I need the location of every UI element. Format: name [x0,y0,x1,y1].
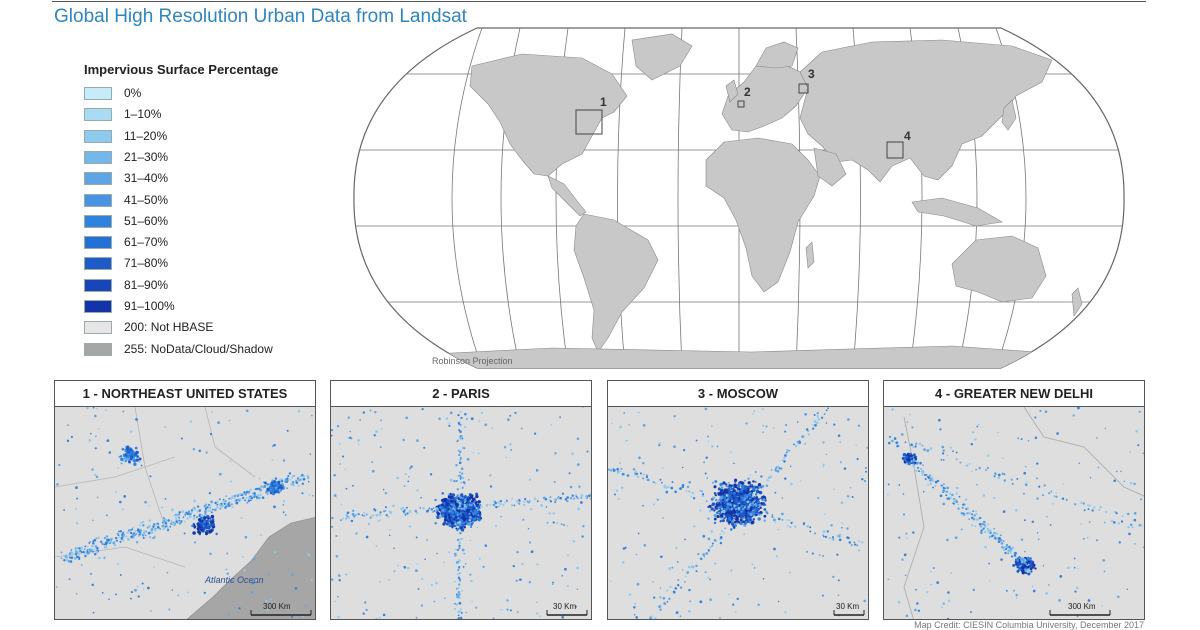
africa [705,137,821,293]
urban-pixels [331,407,591,619]
legend-item: 31–40% [84,171,324,187]
scale-label: 30 Km [836,602,859,611]
indonesia [911,197,1003,227]
legend-swatch [84,129,112,143]
atlantic-ocean [186,517,315,619]
region-label-3: 3 [808,67,815,81]
inset-moscow: 3 - MOSCOW 30 Km [607,380,869,620]
legend-title: Impervious Surface Percentage [84,62,279,77]
legend-swatch [84,278,112,292]
urban-pixels [55,407,315,619]
inset-paris: 2 - PARIS 30 Km [330,380,592,620]
legend-swatch [84,342,112,356]
inset-northeast-us: 1 - NORTHEAST UNITED STATES Atlantic Oce… [54,380,316,620]
region-box-3[interactable] [798,83,809,94]
north-america [469,53,628,177]
legend-item: 1–10% [84,107,324,123]
legend-swatch [84,150,112,164]
inset-title: 4 - GREATER NEW DELHI [884,381,1144,407]
inset-map: 30 Km [331,407,591,619]
projection-label: Robinson Projection [432,356,513,366]
ocean-label: Atlantic Ocean [204,575,264,585]
legend-item: 81–90% [84,278,324,294]
scale-bar: 30 Km [546,602,588,616]
scale-bar: 300 Km [250,602,312,616]
british-isles [725,79,739,103]
legend-label: 200: Not HBASE [124,320,214,335]
inset-map: Atlantic Ocean 300 Km [55,407,315,619]
top-rule [52,1,1146,2]
legend-label: 21–30% [124,149,169,164]
legend-item: 51–60% [84,214,324,230]
urban-pixels [608,407,868,619]
legend-label: 31–40% [124,171,169,186]
legend-item: 91–100% [84,299,324,315]
legend-item: 41–50% [84,193,324,209]
region-box-4[interactable] [886,141,904,159]
legend-label: 81–90% [124,277,169,292]
legend-label: 61–70% [124,235,169,250]
south-america [573,213,659,353]
legend-item: 200: Not HBASE [84,320,324,336]
region-label-1: 1 [600,95,607,109]
central-america [547,175,587,217]
inset-map: 300 Km [884,407,1144,619]
inset-map: 30 Km [608,407,868,619]
scandinavia [755,41,799,69]
asia [799,39,1053,183]
legend-swatch [84,257,112,271]
map-credit: Map Credit: CIESIN Columbia University, … [914,620,1144,630]
region-label-4: 4 [904,129,911,143]
scale-bar: 30 Km [833,602,865,616]
region-box-1[interactable] [575,109,603,135]
madagascar [805,241,815,269]
legend-swatch [84,172,112,186]
greenland [631,33,693,81]
legend-label: 41–50% [124,192,169,207]
legend-swatch [84,321,112,335]
japan [1001,99,1017,131]
legend-label: 91–100% [124,299,175,313]
inset-title: 1 - NORTHEAST UNITED STATES [55,381,315,407]
state-borders [55,407,256,568]
australia [951,235,1047,303]
region-label-2: 2 [744,85,751,99]
inset-title: 3 - MOSCOW [608,381,868,407]
landmasses [391,33,1093,368]
legend-swatch [84,236,112,250]
scale-label: 300 Km [1068,602,1096,611]
legend-item: 11–20% [84,129,324,145]
antarctica [391,345,1093,368]
legend-swatch [84,214,112,228]
scale-label: 300 Km [263,602,291,611]
legend-label: 51–60% [124,213,169,228]
region-borders [903,407,1144,619]
inset-new-delhi: 4 - GREATER NEW DELHI 300 Km [883,380,1145,620]
map-title: Global High Resolution Urban Data from L… [54,6,467,27]
legend-swatch [84,108,112,122]
region-box-2[interactable] [737,100,745,108]
legend-label: 1–10% [124,107,162,122]
scale-bar: 300 Km [1049,602,1111,616]
legend-label: 71–80% [124,256,169,271]
legend-label: 0% [124,86,142,100]
legend-item: 255: NoData/Cloud/Shadow [84,342,324,358]
legend-swatch [84,300,112,313]
scale-label: 30 Km [553,602,576,611]
legend-label: 255: NoData/Cloud/Shadow [124,341,273,356]
legend-label: 11–20% [124,128,168,143]
urban-pixels [886,407,1144,619]
world-map: 1 2 3 4 Robinson Projection [353,27,1125,369]
legend-item: 21–30% [84,150,324,166]
new-zealand [1071,287,1083,317]
legend-swatch [84,87,112,100]
inset-title: 2 - PARIS [331,381,591,407]
legend-item: 61–70% [84,235,324,251]
arabian-peninsula [813,147,847,187]
legend-item: 71–80% [84,256,324,272]
legend-swatch [84,193,112,207]
legend-item: 0% [84,86,324,102]
